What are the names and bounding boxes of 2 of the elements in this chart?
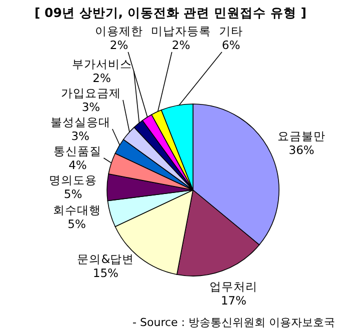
text: - Source : 방송통신위원회 이용자보호국 [132,316,335,329]
chart-title: [ 09년 상반기, 이동전화 관련 민원접수 유형 ] [34,5,307,20]
